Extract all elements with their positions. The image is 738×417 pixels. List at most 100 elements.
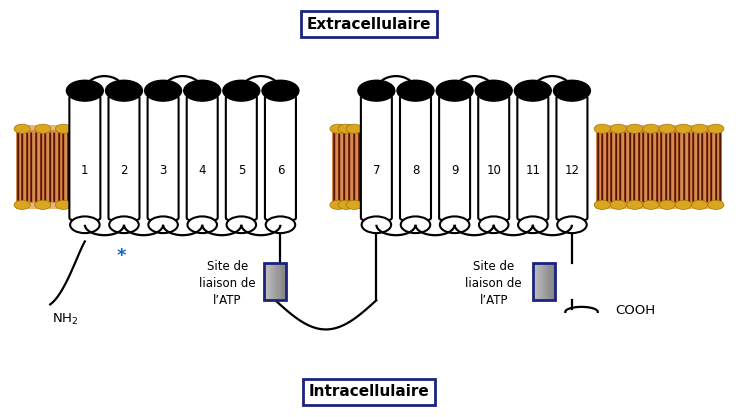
Bar (270, 263, 271, 300)
Circle shape (66, 80, 103, 101)
Circle shape (55, 124, 72, 133)
Bar (551, 263, 553, 300)
Bar (540, 263, 542, 300)
Circle shape (55, 200, 72, 209)
Text: 4: 4 (199, 164, 206, 178)
Bar (534, 263, 535, 300)
Circle shape (475, 80, 512, 101)
Text: *: * (117, 247, 125, 266)
Text: Extracellulaire: Extracellulaire (307, 17, 431, 32)
Bar (546, 263, 547, 300)
Bar (332, 125, 360, 208)
Bar (283, 263, 284, 300)
Circle shape (145, 80, 182, 101)
Bar (285, 263, 286, 300)
Circle shape (262, 80, 299, 101)
FancyBboxPatch shape (517, 95, 548, 220)
Circle shape (692, 200, 708, 209)
Circle shape (659, 124, 675, 133)
Bar (264, 263, 266, 300)
Text: NH$_2$: NH$_2$ (52, 312, 79, 327)
Text: Intracellulaire: Intracellulaire (308, 384, 430, 399)
Circle shape (109, 216, 139, 233)
Text: 10: 10 (486, 164, 501, 178)
Bar (596, 130, 722, 203)
Bar (545, 263, 546, 300)
Circle shape (14, 124, 30, 133)
FancyBboxPatch shape (478, 95, 509, 220)
Bar (547, 263, 548, 300)
Bar (535, 263, 536, 300)
Circle shape (35, 200, 51, 209)
Text: 6: 6 (277, 164, 284, 178)
FancyBboxPatch shape (108, 95, 139, 220)
Bar (275, 263, 277, 300)
Circle shape (557, 216, 587, 233)
Circle shape (401, 216, 430, 233)
FancyBboxPatch shape (226, 95, 257, 220)
Circle shape (338, 200, 354, 209)
Circle shape (675, 124, 692, 133)
Circle shape (397, 80, 434, 101)
FancyBboxPatch shape (439, 95, 470, 220)
Bar (284, 263, 285, 300)
FancyBboxPatch shape (69, 95, 100, 220)
FancyBboxPatch shape (148, 95, 179, 220)
Circle shape (643, 200, 659, 209)
Circle shape (330, 200, 346, 209)
FancyBboxPatch shape (187, 95, 218, 220)
Circle shape (610, 200, 627, 209)
Bar (272, 263, 273, 300)
Bar (536, 263, 537, 300)
Text: Site de
liaison de
l’ATP: Site de liaison de l’ATP (199, 260, 255, 307)
Circle shape (14, 200, 30, 209)
Bar (596, 125, 722, 208)
Circle shape (184, 80, 221, 101)
Bar (539, 263, 540, 300)
Text: 2: 2 (120, 164, 128, 178)
Text: 8: 8 (412, 164, 419, 178)
Circle shape (187, 216, 217, 233)
Bar (276, 263, 277, 300)
FancyBboxPatch shape (265, 95, 296, 220)
Bar (16, 125, 69, 208)
Text: 7: 7 (373, 164, 380, 178)
Bar (554, 263, 555, 300)
Bar (553, 263, 554, 300)
Circle shape (675, 200, 692, 209)
Circle shape (436, 80, 473, 101)
Circle shape (148, 216, 178, 233)
Bar (277, 263, 279, 300)
Circle shape (659, 200, 675, 209)
Circle shape (70, 216, 100, 233)
Bar (271, 263, 272, 300)
Text: COOH: COOH (615, 304, 655, 317)
Circle shape (594, 124, 610, 133)
Circle shape (223, 80, 260, 101)
Circle shape (708, 200, 724, 209)
Circle shape (518, 216, 548, 233)
Text: 12: 12 (565, 164, 579, 178)
FancyBboxPatch shape (361, 95, 392, 220)
Bar (544, 263, 545, 300)
Bar (281, 263, 282, 300)
FancyBboxPatch shape (400, 95, 431, 220)
Text: 5: 5 (238, 164, 245, 178)
Bar (279, 263, 280, 300)
Circle shape (627, 200, 643, 209)
Circle shape (440, 216, 469, 233)
Circle shape (266, 216, 295, 233)
Bar (537, 263, 538, 300)
Circle shape (362, 216, 391, 233)
Bar (264, 263, 286, 300)
Bar (533, 263, 534, 300)
Circle shape (610, 124, 627, 133)
Circle shape (106, 80, 142, 101)
Circle shape (227, 216, 256, 233)
Bar (282, 263, 283, 300)
Bar (267, 263, 269, 300)
Circle shape (358, 80, 395, 101)
Text: 9: 9 (451, 164, 458, 178)
Bar (533, 263, 555, 300)
Bar (274, 263, 275, 300)
